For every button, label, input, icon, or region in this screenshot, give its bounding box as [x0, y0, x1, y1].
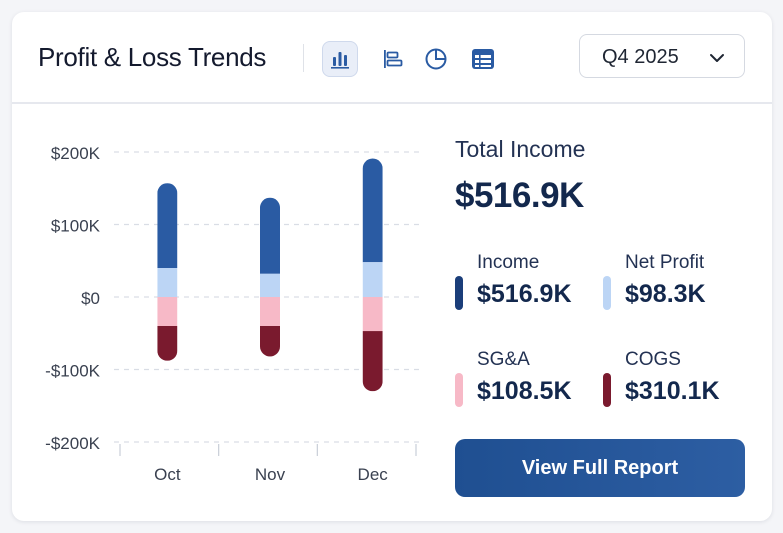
bar-segment-cogs — [157, 326, 178, 361]
total-income-label: Total Income — [455, 136, 586, 162]
table-icon — [472, 49, 494, 69]
x-tick-label: Nov — [255, 465, 286, 484]
bar-segment-sga — [157, 297, 178, 326]
sga-swatch — [455, 373, 463, 407]
stat-value: $516.9K — [477, 280, 572, 308]
y-tick-label: -$100K — [45, 362, 100, 381]
bar-segment-sga — [260, 297, 280, 326]
stat-income: Income $516.9K — [455, 252, 605, 322]
stat-sga: SG&A $108.5K — [455, 349, 605, 419]
income-swatch — [455, 276, 463, 310]
horizontal-bar-icon — [384, 50, 403, 68]
period-dropdown[interactable]: Q4 2025 — [579, 34, 745, 78]
bar-segment-cogs — [260, 326, 280, 357]
card-title: Profit & Loss Trends — [38, 42, 267, 72]
bar-segment-net-profit — [157, 268, 178, 297]
pl-trends-card: Profit & Loss Trends — [12, 12, 772, 521]
bar-chart-icon — [331, 52, 349, 69]
bar-segment-income — [260, 197, 280, 274]
bar-segment-net-profit — [260, 273, 280, 297]
bar-segment-cogs — [362, 331, 383, 392]
bar-segment-income — [157, 183, 178, 268]
view-full-report-button[interactable]: View Full Report — [455, 439, 745, 497]
stat-label: COGS — [625, 349, 681, 370]
bar-segment-sga — [362, 297, 383, 332]
header-divider — [303, 44, 304, 72]
bar-segment-net-profit — [362, 262, 383, 297]
pie-chart-view-button[interactable] — [418, 41, 454, 77]
y-tick-label: $200K — [51, 144, 101, 163]
pie-chart-icon — [425, 48, 447, 70]
bar-stack-dec[interactable] — [362, 158, 383, 392]
x-tick-label: Dec — [358, 465, 389, 484]
bar-segment-income — [362, 158, 383, 263]
pl-stacked-bar-chart: $200K $100K $0 -$100K -$200K Oct Nov Dec — [45, 144, 422, 484]
bar-chart-view-button[interactable] — [322, 41, 358, 77]
period-value: Q4 2025 — [602, 46, 679, 68]
card-header: Profit & Loss Trends — [12, 12, 772, 104]
bar-stack-nov[interactable] — [260, 197, 280, 357]
chevron-down-icon — [710, 54, 724, 62]
cogs-swatch — [603, 373, 611, 407]
x-tick-label: Oct — [154, 465, 181, 484]
horizontal-bar-view-button[interactable] — [374, 41, 410, 77]
net-profit-swatch — [603, 276, 611, 310]
stat-cogs: COGS $310.1K — [603, 349, 753, 419]
y-tick-label: $0 — [81, 289, 100, 308]
y-tick-label: -$200K — [45, 434, 100, 453]
stat-value: $310.1K — [625, 377, 720, 405]
total-income-value: $516.9K — [455, 176, 584, 215]
stat-value: $108.5K — [477, 377, 572, 405]
y-tick-label: $100K — [51, 217, 101, 236]
stat-label: Income — [477, 252, 540, 273]
stat-label: Net Profit — [625, 252, 705, 273]
stat-label: SG&A — [477, 349, 530, 370]
table-view-button[interactable] — [465, 41, 501, 77]
bar-stack-oct[interactable] — [157, 183, 178, 361]
stat-value: $98.3K — [625, 280, 706, 308]
stat-net-profit: Net Profit $98.3K — [603, 252, 753, 322]
